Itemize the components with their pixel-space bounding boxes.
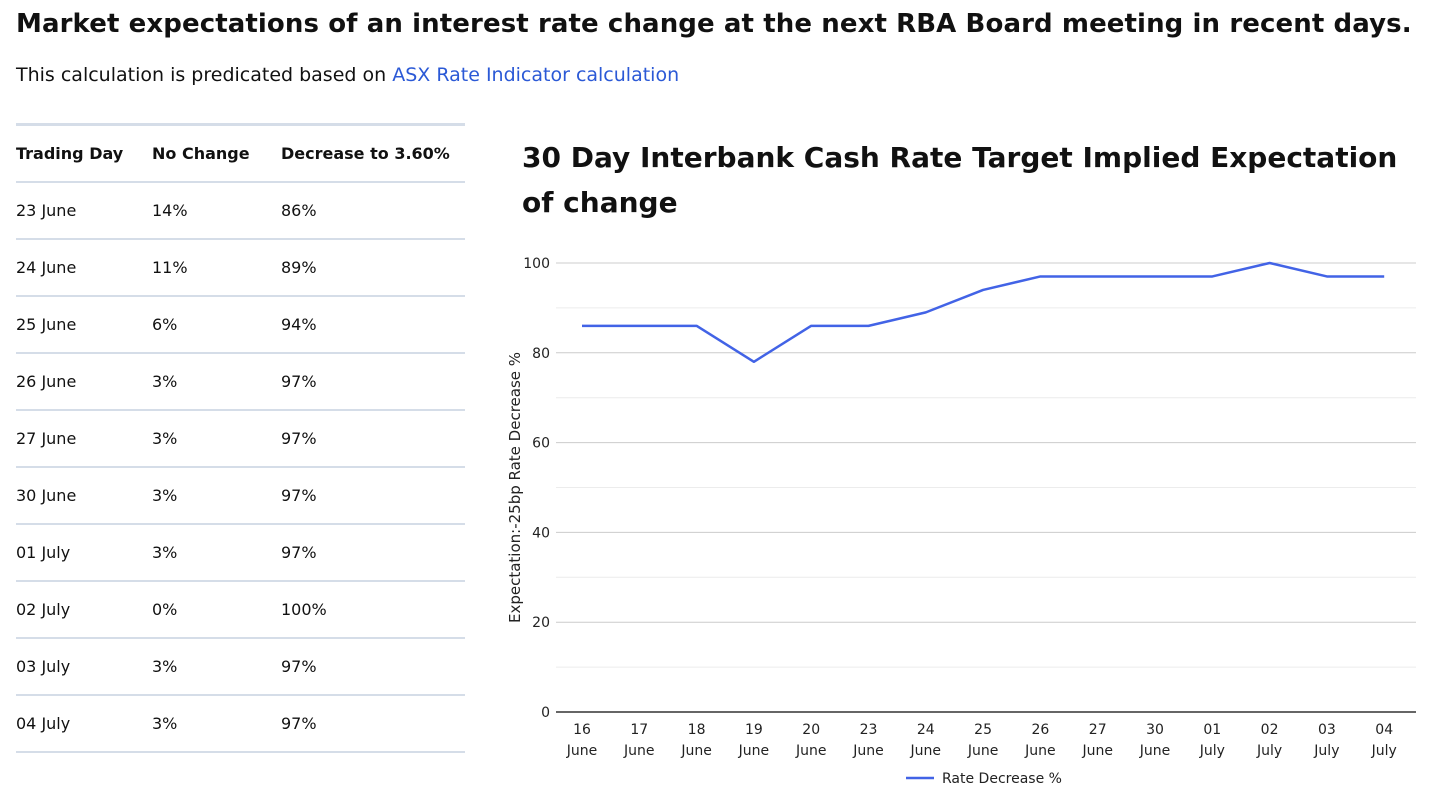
x-tick-label: 19 — [745, 722, 763, 738]
x-tick-label: 03 — [1318, 722, 1336, 738]
cell-no-change: 6% — [152, 296, 281, 354]
cell-day: 23 June — [16, 182, 152, 240]
cell-decrease: 97% — [281, 695, 465, 753]
cell-decrease: 97% — [281, 410, 465, 468]
table-row: 24 June 11% 89% — [16, 239, 465, 297]
cell-day: 26 June — [16, 353, 152, 411]
x-tick-label: July — [1199, 743, 1225, 759]
y-tick-label: 0 — [541, 705, 550, 721]
y-tick-label: 100 — [523, 256, 550, 272]
x-tick-label: June — [566, 743, 598, 759]
cell-no-change: 14% — [152, 182, 281, 240]
x-tick-label: 30 — [1146, 722, 1164, 738]
cell-decrease: 97% — [281, 638, 465, 696]
table-row: 26 June 3% 97% — [16, 353, 465, 411]
x-tick-label: 27 — [1089, 722, 1107, 738]
subtitle: This calculation is predicated based on … — [16, 64, 679, 86]
x-tick-label: 02 — [1261, 722, 1279, 738]
x-tick-label: June — [623, 743, 655, 759]
x-tick-label: 18 — [688, 722, 706, 738]
x-tick-label: June — [680, 743, 712, 759]
header-decrease: Decrease to 3.60% — [281, 124, 465, 183]
x-tick-label: June — [1139, 743, 1171, 759]
cell-decrease: 97% — [281, 467, 465, 525]
table-header-row: Trading Day No Change Decrease to 3.60% — [16, 124, 465, 183]
cell-day: 04 July — [16, 695, 152, 753]
table-row: 02 July 0% 100% — [16, 581, 465, 639]
cell-day: 25 June — [16, 296, 152, 354]
table-row: 27 June 3% 97% — [16, 410, 465, 468]
x-tick-label: 20 — [802, 722, 820, 738]
cell-day: 03 July — [16, 638, 152, 696]
chart-series — [581, 261, 1385, 364]
cell-no-change: 3% — [152, 638, 281, 696]
cell-no-change: 3% — [152, 524, 281, 582]
x-tick-label: July — [1256, 743, 1282, 759]
rate-expectation-table: Trading Day No Change Decrease to 3.60% … — [16, 123, 465, 753]
x-tick-label: 24 — [917, 722, 935, 738]
x-tick-label: July — [1313, 743, 1339, 759]
x-tick-label: 04 — [1375, 722, 1393, 738]
header-trading-day: Trading Day — [16, 124, 152, 183]
cell-decrease: 97% — [281, 353, 465, 411]
asx-rate-indicator-link[interactable]: ASX Rate Indicator calculation — [392, 64, 680, 86]
cell-no-change: 3% — [152, 695, 281, 753]
x-tick-label: 23 — [860, 722, 878, 738]
x-tick-label: June — [1081, 743, 1113, 759]
x-tick-label: 25 — [974, 722, 992, 738]
x-tick-label: June — [1024, 743, 1056, 759]
y-tick-label: 80 — [532, 346, 550, 362]
x-tick-label: June — [795, 743, 827, 759]
subtitle-text: This calculation is predicated based on — [16, 64, 393, 86]
chart-gridlines — [556, 262, 1416, 713]
y-tick-label: 60 — [532, 436, 550, 452]
table-row: 04 July 3% 97% — [16, 695, 465, 753]
cell-no-change: 11% — [152, 239, 281, 297]
table-row: 25 June 6% 94% — [16, 296, 465, 354]
x-tick-label: June — [967, 743, 999, 759]
table-row: 01 July 3% 97% — [16, 524, 465, 582]
cell-decrease: 86% — [281, 182, 465, 240]
cell-decrease: 97% — [281, 524, 465, 582]
chart-legend: Rate Decrease % — [906, 771, 1062, 787]
cell-decrease: 94% — [281, 296, 465, 354]
cell-decrease: 89% — [281, 239, 465, 297]
cell-no-change: 3% — [152, 353, 281, 411]
table-row: 30 June 3% 97% — [16, 467, 465, 525]
x-tick-label: 26 — [1031, 722, 1049, 738]
cell-day: 01 July — [16, 524, 152, 582]
x-tick-label: 17 — [630, 722, 648, 738]
legend-label: Rate Decrease % — [942, 771, 1062, 787]
cell-day: 27 June — [16, 410, 152, 468]
x-tick-label: 16 — [573, 722, 591, 738]
cell-day: 02 July — [16, 581, 152, 639]
x-tick-label: July — [1371, 743, 1397, 759]
y-axis-ticks: 0 20 40 60 80 100 — [523, 256, 550, 721]
x-tick-label: June — [852, 743, 884, 759]
y-tick-label: 20 — [532, 615, 550, 631]
x-tick-label: 01 — [1203, 722, 1221, 738]
page-title: Market expectations of an interest rate … — [16, 9, 1412, 39]
cell-no-change: 0% — [152, 581, 281, 639]
header-no-change: No Change — [152, 124, 281, 183]
table-row: 03 July 3% 97% — [16, 638, 465, 696]
cell-no-change: 3% — [152, 410, 281, 468]
series-line-rate-decrease — [582, 261, 1385, 364]
cell-day: 24 June — [16, 239, 152, 297]
x-tick-label: June — [738, 743, 770, 759]
cell-no-change: 3% — [152, 467, 281, 525]
chart-title: 30 Day Interbank Cash Rate Target Implie… — [522, 141, 1398, 219]
cell-decrease: 100% — [281, 581, 465, 639]
table-row: 23 June 14% 86% — [16, 182, 465, 240]
y-axis-label: Expectation:-25bp Rate Decrease % — [506, 352, 524, 623]
y-tick-label: 40 — [532, 525, 550, 541]
x-axis-ticks: 16 June 17 June 18 June 19 June 20 June 23 June 24 Ju… — [566, 722, 1397, 759]
cell-day: 30 June — [16, 467, 152, 525]
x-tick-label: June — [910, 743, 942, 759]
